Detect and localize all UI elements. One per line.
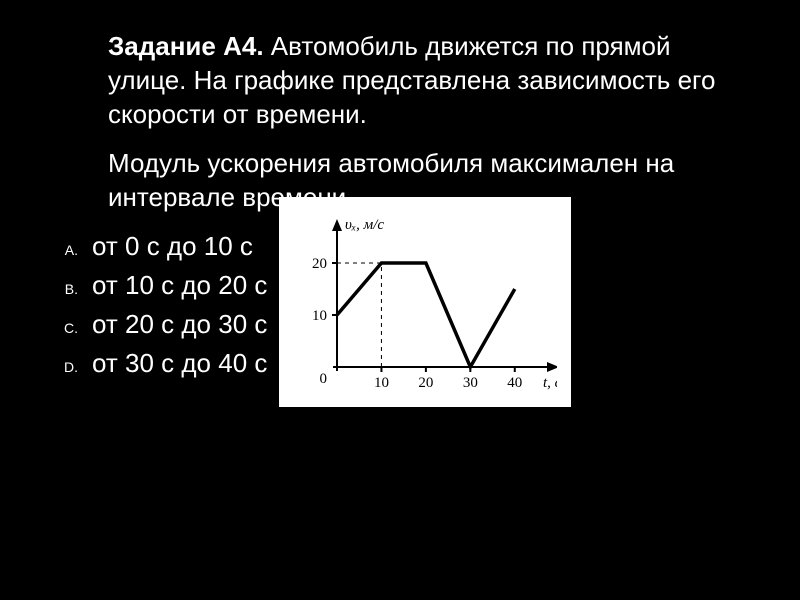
list-item: D. от 30 с до 40 с (60, 344, 267, 383)
option-letter: A. (60, 240, 92, 261)
option-letter: C. (60, 318, 92, 339)
question-text: Задание А4. Автомобиль движется по прямо… (60, 30, 740, 131)
options-list: A. от 0 с до 10 с B. от 10 с до 20 с C. … (60, 227, 267, 383)
option-letter: B. (60, 279, 92, 300)
list-item: A. от 0 с до 10 с (60, 227, 267, 266)
svg-text:0: 0 (320, 371, 328, 387)
chart-svg: 10 20 10 20 30 40 0 υₓ, м/с t, с (287, 207, 557, 397)
svg-text:20: 20 (312, 256, 327, 272)
option-text: от 10 с до 20 с (92, 266, 267, 305)
list-item: C. от 20 с до 30 с (60, 305, 267, 344)
svg-text:υₓ, м/с: υₓ, м/с (345, 217, 384, 233)
svg-text:20: 20 (419, 375, 434, 391)
svg-text:40: 40 (508, 375, 523, 391)
question-number: А4. (223, 31, 263, 61)
content-row: A. от 0 с до 10 с B. от 10 с до 20 с C. … (60, 227, 740, 407)
option-text: от 30 с до 40 с (92, 344, 267, 383)
svg-text:10: 10 (374, 375, 389, 391)
svg-text:30: 30 (463, 375, 478, 391)
option-letter: D. (60, 357, 92, 378)
svg-text:t, с: t, с (543, 375, 557, 391)
option-text: от 0 с до 10 с (92, 227, 267, 266)
question-label: Задание (108, 31, 216, 61)
velocity-chart: 10 20 10 20 30 40 0 υₓ, м/с t, с (279, 197, 571, 407)
option-text: от 20 с до 30 с (92, 305, 267, 344)
svg-text:10: 10 (312, 308, 327, 324)
list-item: B. от 10 с до 20 с (60, 266, 267, 305)
